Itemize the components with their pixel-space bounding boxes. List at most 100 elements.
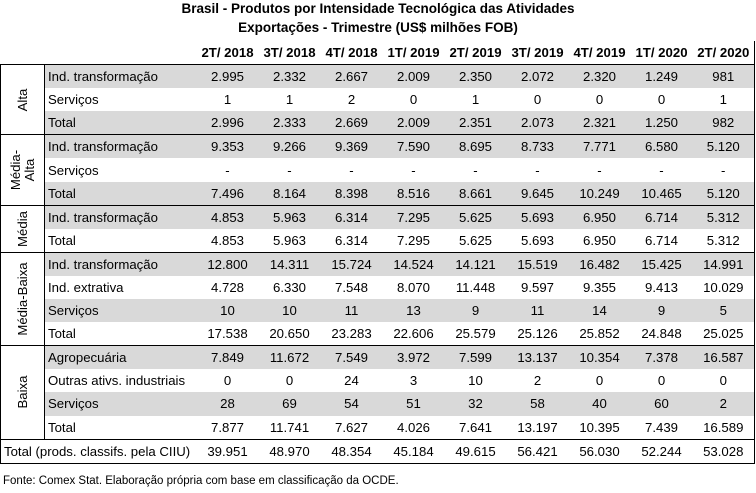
table-cell: 7.641 (444, 415, 507, 440)
grand-total-cell: 49.615 (444, 438, 507, 464)
group-label-cell: Baixa (0, 345, 45, 440)
table-cell: 9.597 (520, 279, 554, 295)
table-row: Serviços 28 69 54 51 32 58 40 60 2 (1, 392, 755, 416)
group-label-cell: Média- Alta (0, 134, 45, 206)
grand-total-cell: 53.028 (692, 438, 755, 464)
table-row: Baixa Agropecuária 7.849 11.672 7.549 3.972 7.… (0, 345, 755, 440)
table-cell: 10.249 (568, 181, 631, 206)
row-label: Total (44, 111, 197, 136)
table-cell: 2.351 (444, 111, 507, 136)
table-cell: 9 (630, 299, 693, 323)
table-cell: 2.669 (320, 111, 383, 136)
grand-total-cell: 56.421 (506, 438, 569, 464)
table-cell: 2.009 (382, 64, 445, 89)
column-header: 2T/ 2019 (444, 41, 507, 66)
source-note: Fonte: Comex Stat. Elaboração própria co… (3, 475, 399, 487)
table-cell: 1.250 (630, 111, 693, 136)
table-row: Média- Alta Ind. transformação 9.353 9.266 9… (0, 134, 755, 206)
group-label-cell: Média-Baixa (0, 251, 45, 346)
table-cell: 7.771 (568, 134, 631, 159)
grand-total-cell: 48.354 (320, 438, 383, 464)
table-cell: 28 (196, 392, 259, 416)
column-header: 3T/ 2019 (506, 41, 569, 66)
table-cell: 4.853 (196, 204, 259, 229)
column-header: 4T/ 2019 (568, 41, 631, 66)
row-label: Total (44, 322, 197, 347)
table-cell: 6.580 (630, 134, 693, 159)
table-cell: - (535, 162, 540, 178)
table-cell: 2.667 (320, 64, 383, 89)
table-cell: 7.849 (196, 345, 259, 370)
column-header: 2T/ 2020 (692, 41, 755, 66)
table-cell: 6.950 (568, 204, 631, 229)
column-header: 2T/ 2018 (196, 41, 259, 66)
table-cell: 16.482 (568, 251, 631, 276)
table-cell: 5.963 (258, 204, 321, 229)
table-cell: - (659, 162, 664, 178)
grand-total-cell: 52.244 (630, 438, 693, 464)
table-cell: 8.661 (444, 181, 507, 206)
table-cell: 7.496 (196, 181, 259, 206)
grand-total-cell: 48.970 (258, 438, 321, 464)
table-cell: 20.650 (258, 322, 321, 347)
table-cell: 6.330 (272, 279, 306, 295)
table-row: Serviços 1 1 2 0 1 0 0 0 1 (1, 88, 755, 112)
table-row: Ind. extrativa 4.728 6.330 7.548 8.070 11.448… (1, 275, 755, 300)
table-cell: 10.354 (568, 345, 631, 370)
table-cell: 8.164 (258, 181, 321, 206)
table-row: Média Ind. transformação 4.853 5.963 6.314 7.… (0, 204, 755, 253)
row-label: Agropecuária (44, 345, 197, 370)
table-cell: 24.848 (630, 322, 693, 347)
table-cell: 10 (258, 299, 321, 323)
exports-table: 2T/ 2018 3T/ 2018 4T/ 2018 1T/ 2019 2T/ … (0, 41, 755, 464)
table-cell: 7.599 (444, 345, 507, 370)
table-cell: 2 (533, 373, 542, 389)
row-label: Serviços (48, 162, 99, 178)
table-cell: 2 (692, 392, 755, 416)
table-row: Serviços - - - - - - - - - (1, 158, 755, 182)
table-cell: 25.126 (506, 322, 569, 347)
table-cell: 6.714 (630, 204, 693, 229)
table-cell: 5.120 (692, 181, 755, 206)
table-cell: 5.120 (692, 134, 755, 159)
column-header: 1T/ 2020 (630, 41, 693, 66)
table-row: Total 17.538 20.650 23.283 22.606 25.579 25.12… (1, 322, 755, 347)
table-cell: 2 (347, 92, 356, 108)
group-label: Média- Alta (7, 149, 37, 191)
table-cell: 32 (444, 392, 507, 416)
table-cell: 981 (692, 64, 755, 89)
group-label: Média (14, 210, 30, 247)
table-cell: 3 (409, 373, 418, 389)
table-cell: 51 (382, 392, 445, 416)
table-cell: 17.538 (196, 322, 259, 347)
table-cell: 7.295 (382, 204, 445, 229)
table-cell: 2.995 (196, 64, 259, 89)
table-cell: 22.606 (382, 322, 445, 347)
table-cell: 24 (344, 373, 359, 389)
table-cell: 8.516 (382, 181, 445, 206)
table-cell: 2.350 (444, 64, 507, 89)
table-cell: 7.549 (320, 345, 383, 370)
table-cell: 9.413 (644, 279, 678, 295)
table-cell: - (692, 158, 755, 182)
group-label: Baixa (14, 375, 30, 409)
table-cell: 0 (595, 92, 604, 108)
table-cell: 0 (692, 369, 755, 393)
table-row: Alta Ind. transformação 2.995 2.332 2.667 2.0… (0, 64, 755, 135)
grand-total-row: Total (prods. classifs. pela CIIU) 39.951… (0, 438, 755, 464)
grand-total-label: Total (prods. classifs. pela CIIU) (0, 438, 197, 464)
table-row: Total 4.853 5.963 6.314 7.295 5.625 5.693 6.950… (1, 228, 755, 253)
table-cell: 4.026 (382, 415, 445, 440)
table-cell: 1.249 (630, 64, 693, 89)
table-cell: 40 (568, 392, 631, 416)
table-cell: 8.695 (444, 134, 507, 159)
group-label-cell: Média (0, 204, 45, 253)
column-header: 3T/ 2018 (258, 41, 321, 66)
group-label: Alta (14, 88, 30, 112)
table-cell: 5.963 (258, 228, 321, 253)
table-cell: 10 (196, 299, 259, 323)
table-row: Serviços 10 10 11 13 9 11 14 9 5 (1, 299, 755, 323)
table-cell: 8.733 (506, 134, 569, 159)
table-cell: 6.950 (568, 228, 631, 253)
table-row: Total 2.996 2.333 2.669 2.009 2.351 2.073 2.321… (1, 111, 755, 136)
